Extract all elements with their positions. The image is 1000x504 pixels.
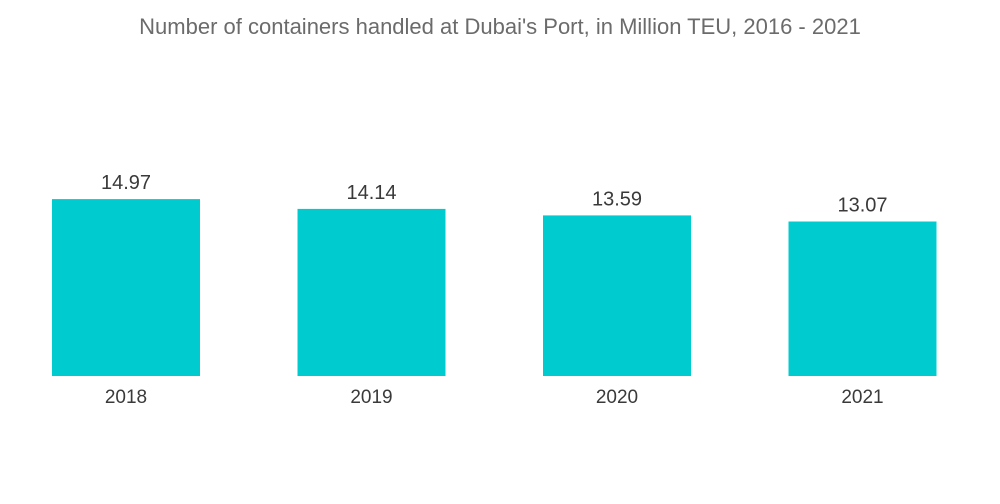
bar-2019 — [297, 208, 446, 376]
x-tick-label-2020: 2020 — [596, 387, 638, 408]
value-label-2020: 13.59 — [592, 188, 642, 210]
value-labels-group: 14.97 14.14 13.59 13.07 — [101, 172, 888, 216]
value-label-2021: 13.07 — [837, 195, 887, 217]
x-tick-label-2021: 2021 — [841, 387, 883, 408]
x-tick-label-2018: 2018 — [105, 387, 147, 408]
value-label-2018: 14.97 — [101, 172, 151, 194]
chart-title: Number of containers handled at Dubai's … — [139, 14, 861, 39]
x-tick-labels-group: 2018 2019 2020 2021 — [105, 387, 884, 408]
bar-2020 — [543, 215, 691, 376]
bars-group — [52, 199, 937, 376]
x-tick-label-2019: 2019 — [350, 387, 392, 408]
bar-2021 — [788, 221, 937, 376]
value-label-2019: 14.14 — [346, 182, 396, 204]
bar-2018 — [52, 199, 200, 376]
